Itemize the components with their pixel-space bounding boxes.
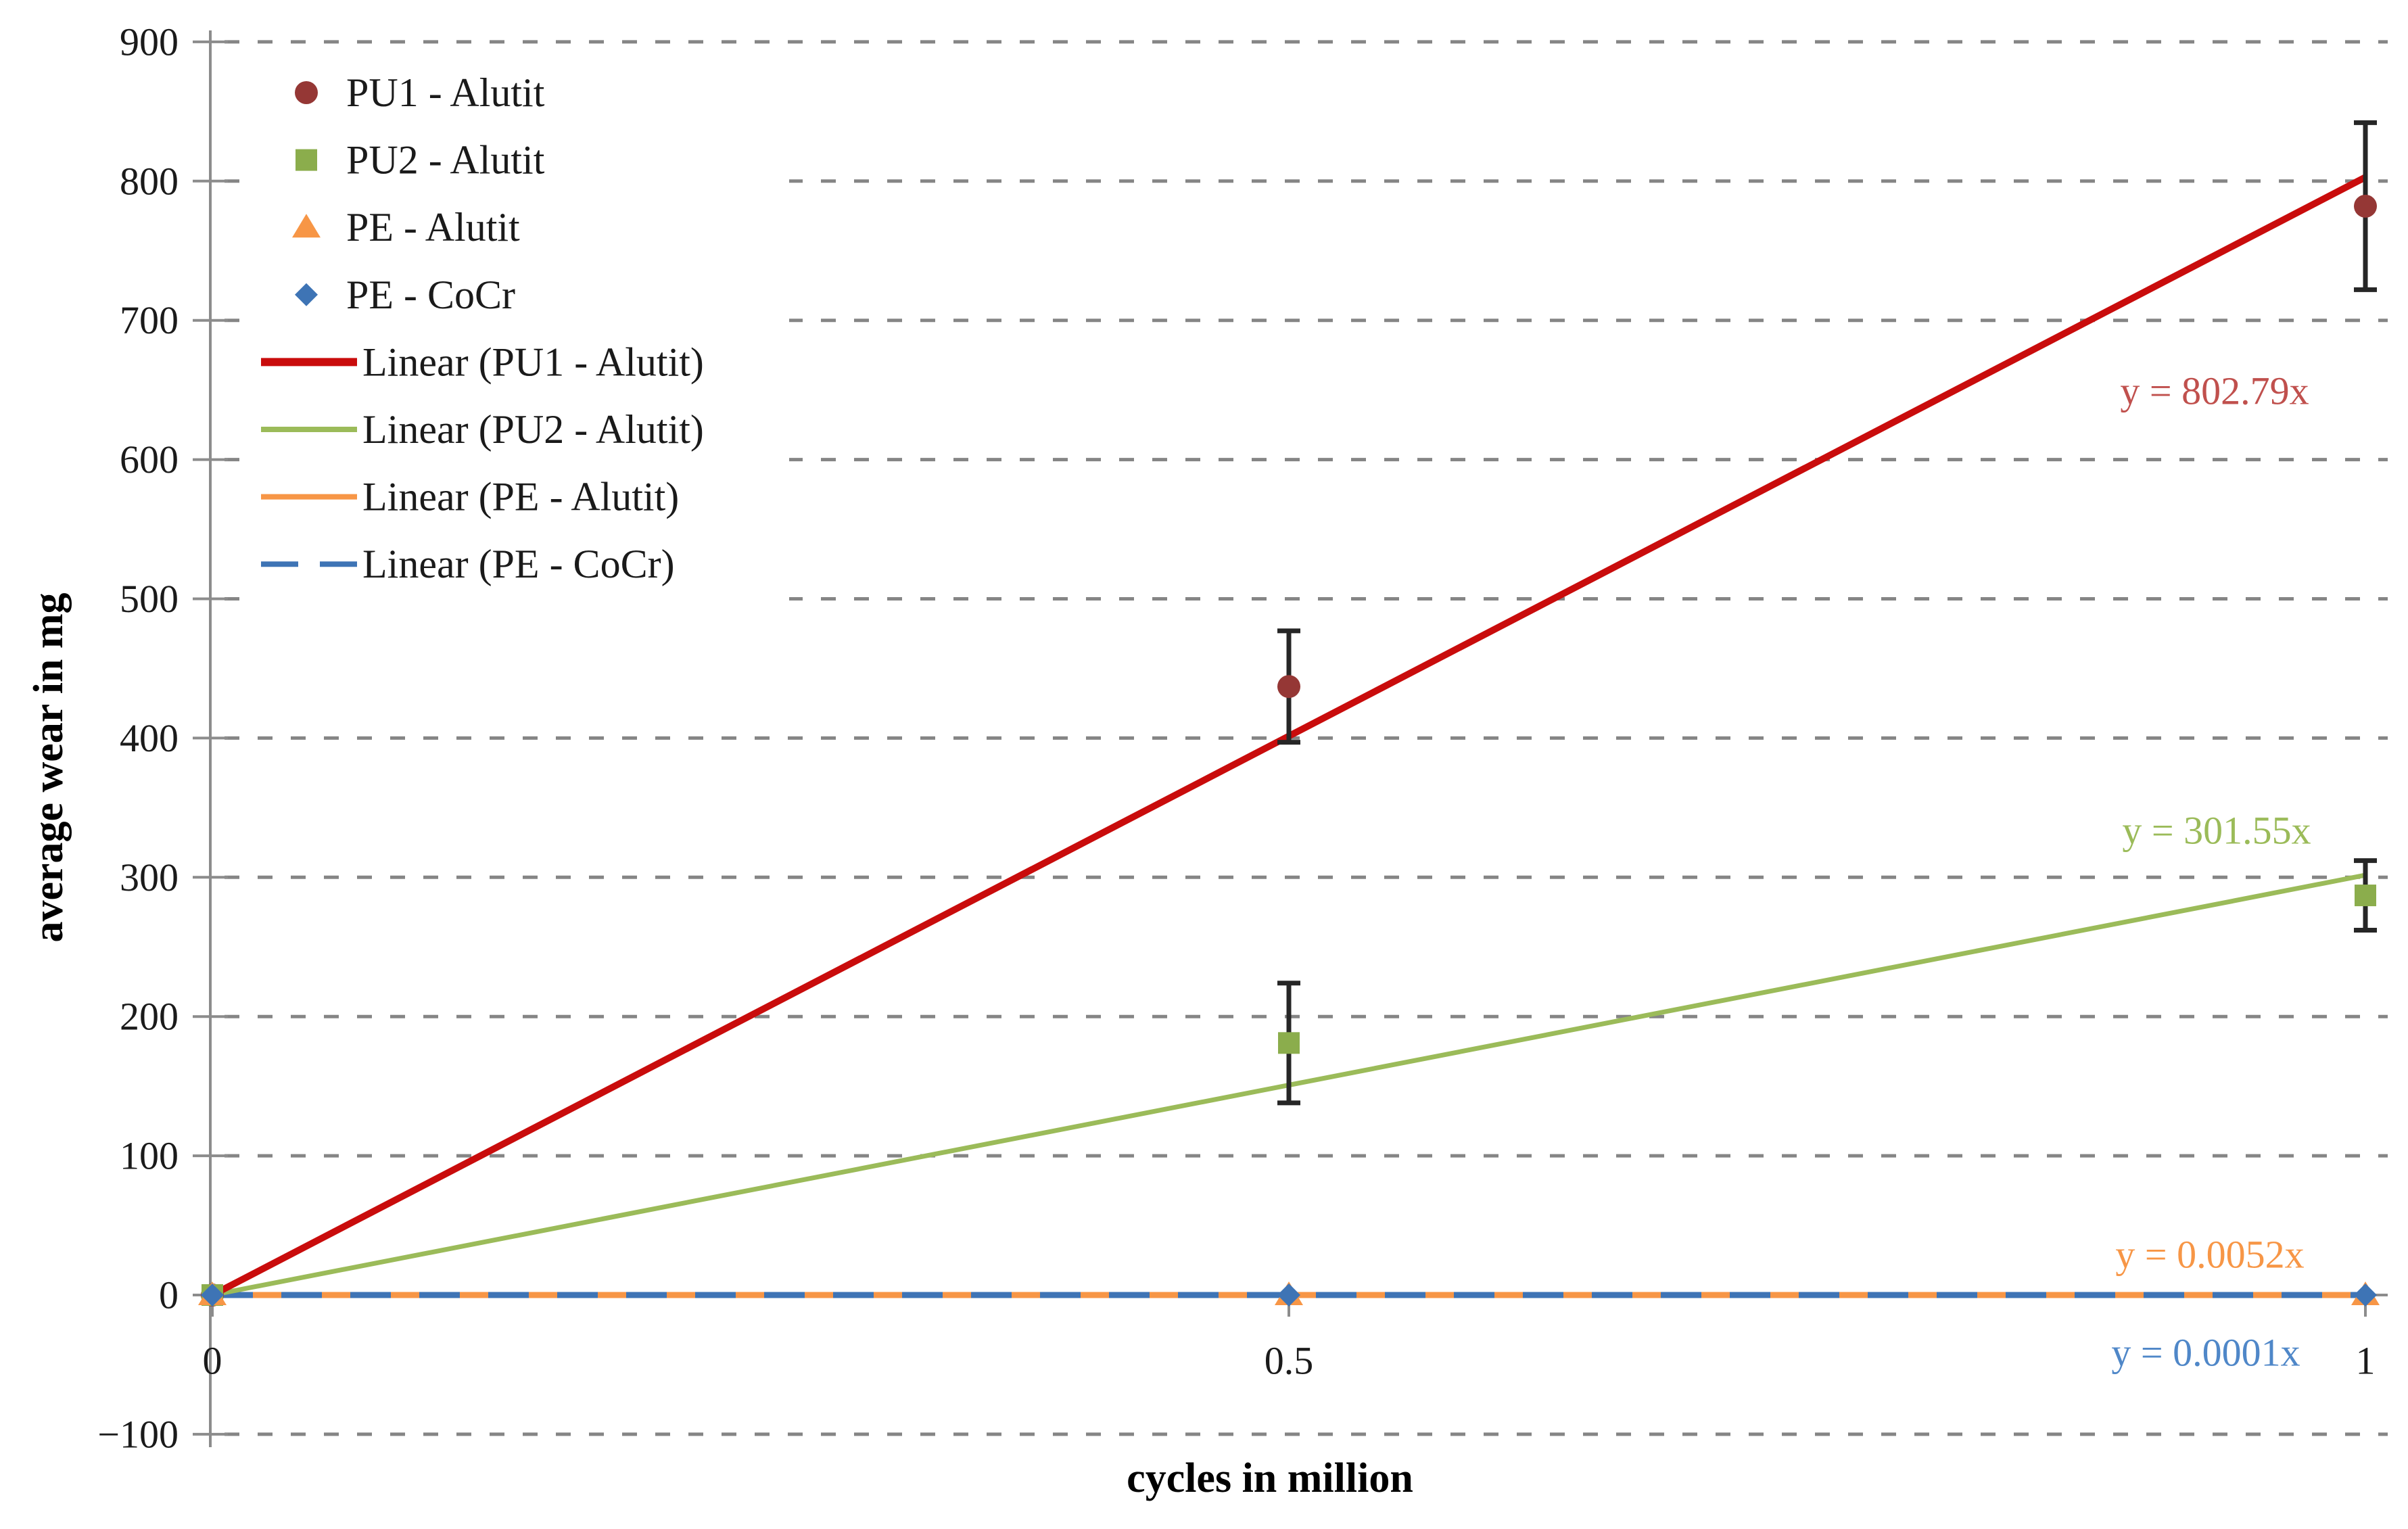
x-axis-title: cycles in million <box>1127 1455 1413 1501</box>
equation-label-linear-pe-alutit: y = 0.0052x <box>2115 1233 2304 1277</box>
y-tick-label-200: 200 <box>120 995 179 1039</box>
legend-label-linear-pe-alutit: Linear (PE - Alutit) <box>362 475 679 519</box>
legend-label-pe-alutit: PE - Alutit <box>346 205 520 250</box>
legend-label-linear-pe-cocr: Linear (PE - CoCr) <box>362 542 675 586</box>
legend-marker-pe-cocr <box>295 283 318 306</box>
y-tick-label-100: 100 <box>120 1134 179 1178</box>
legend-marker-pu2-alutit <box>296 149 317 171</box>
legend-label-linear-pu2-alutit: Linear (PU2 - Alutit) <box>362 407 704 452</box>
y-tick-label-800: 800 <box>120 159 179 203</box>
legend-marker-pe-alutit <box>292 214 321 238</box>
equation-label-linear-pu2-alutit: y = 301.55x <box>2122 809 2311 853</box>
legend-background <box>245 57 789 619</box>
equation-label-linear-pe-cocr: y = 0.0001x <box>2111 1331 2300 1375</box>
y-tick-label-300: 300 <box>120 855 179 899</box>
legend-label-pu1-alutit: PU1 - Alutit <box>346 70 545 115</box>
y-axis-title: average wear in mg <box>26 592 72 942</box>
x-tick-label-0.5: 0.5 <box>1265 1339 1314 1383</box>
legend-label-linear-pu1-alutit: Linear (PU1 - Alutit) <box>362 339 704 384</box>
marker-pe-cocr-x1 <box>2354 1284 2377 1307</box>
legend-label-pu2-alutit: PU2 - Alutit <box>346 138 545 183</box>
x-tick-label-0: 0 <box>203 1339 222 1383</box>
marker-pe-cocr-x0 <box>201 1284 224 1307</box>
legend-label-pe-cocr: PE - CoCr <box>346 273 515 317</box>
y-tick-label-0: 0 <box>159 1273 179 1317</box>
marker-pu1-alutit-x1 <box>2354 194 2377 218</box>
legend-marker-pu1-alutit <box>295 81 318 104</box>
equation-label-linear-pu1-alutit: y = 802.79x <box>2120 369 2309 413</box>
marker-pu2-alutit-x0.5 <box>1278 1032 1300 1054</box>
marker-pe-cocr-x0.5 <box>1277 1284 1300 1307</box>
y-tick-label--100: −100 <box>97 1412 179 1456</box>
y-tick-label-600: 600 <box>120 438 179 481</box>
y-tick-label-900: 900 <box>120 20 179 64</box>
y-tick-label-400: 400 <box>120 716 179 760</box>
y-tick-label-500: 500 <box>120 577 179 621</box>
y-tick-label-700: 700 <box>120 298 179 342</box>
x-tick-label-1: 1 <box>2356 1339 2376 1383</box>
marker-pu2-alutit-x1 <box>2355 885 2376 907</box>
marker-pu1-alutit-x0.5 <box>1277 675 1300 699</box>
